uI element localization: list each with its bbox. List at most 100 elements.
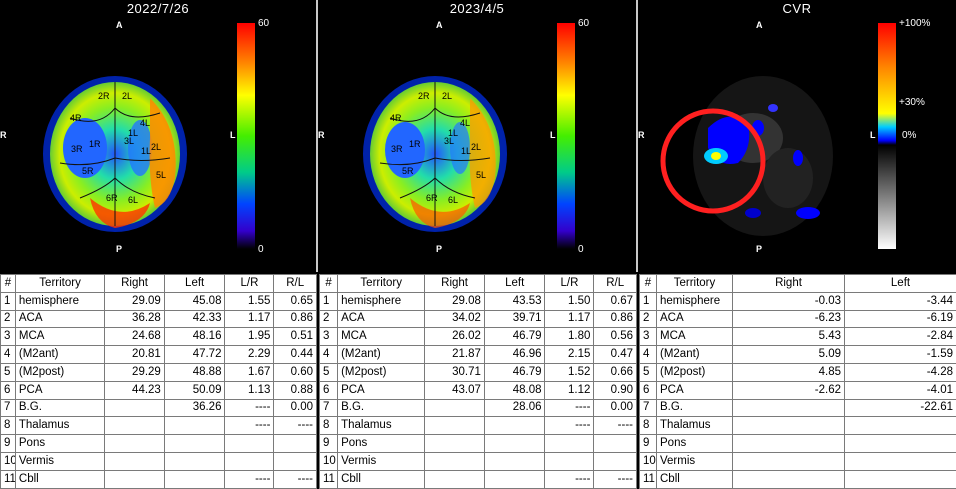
row-index: 4 <box>1 346 16 364</box>
value-cell: 48.16 <box>164 328 225 346</box>
territory-cell: (M2ant) <box>15 346 104 364</box>
territory-cell: B.G. <box>15 399 104 417</box>
orient-right: R <box>638 130 645 140</box>
value-cell <box>105 435 165 453</box>
value-cell: ---- <box>225 470 274 488</box>
value-cell: 0.00 <box>274 399 317 417</box>
column-header[interactable]: L/R <box>545 275 594 293</box>
column-header[interactable]: R/L <box>274 275 317 293</box>
value-cell: ---- <box>545 399 594 417</box>
column-header[interactable]: # <box>320 275 338 293</box>
colorbar-min-label: 0 <box>578 244 584 255</box>
colorbar-min-label: 0 <box>258 244 264 255</box>
row-index: 6 <box>320 381 338 399</box>
value-cell: ---- <box>594 417 637 435</box>
territory-cell: MCA <box>657 328 733 346</box>
value-cell: 1.13 <box>225 381 274 399</box>
column-header[interactable]: Territory <box>657 275 733 293</box>
value-cell <box>733 417 845 435</box>
row-index: 7 <box>640 399 657 417</box>
value-cell: ---- <box>225 399 274 417</box>
row-index: 3 <box>320 328 338 346</box>
column-header[interactable]: Left <box>484 275 545 293</box>
row-index: 2 <box>640 310 657 328</box>
value-cell: -0.03 <box>733 292 845 310</box>
region-label: 4L <box>140 118 150 128</box>
row-index: 6 <box>640 381 657 399</box>
region-label: 1R <box>89 139 101 149</box>
value-cell <box>545 452 594 470</box>
region-label: 3R <box>391 144 403 154</box>
value-cell: 2.29 <box>225 346 274 364</box>
value-cell: ---- <box>545 417 594 435</box>
region-label: 2L <box>471 142 481 152</box>
orient-right: R <box>0 130 7 140</box>
orient-posterior: P <box>436 244 442 254</box>
region-label: 2L <box>442 91 452 101</box>
value-cell: 48.08 <box>484 381 545 399</box>
territory-cell: ACA <box>657 310 733 328</box>
value-cell: 29.29 <box>105 363 165 381</box>
territory-cell: PCA <box>15 381 104 399</box>
value-cell <box>484 452 545 470</box>
row-index: 11 <box>1 470 16 488</box>
row-index: 1 <box>320 292 338 310</box>
value-cell: 1.80 <box>545 328 594 346</box>
value-cell: 46.79 <box>484 363 545 381</box>
value-cell: ---- <box>274 470 317 488</box>
row-index: 2 <box>320 310 338 328</box>
value-cell <box>594 435 637 453</box>
territory-cell: Vermis <box>657 452 733 470</box>
panel-title: 2022/7/26 <box>0 1 316 16</box>
territory-cell: Thalamus <box>657 417 733 435</box>
value-cell: 30.71 <box>425 363 485 381</box>
orient-posterior: P <box>756 244 762 254</box>
row-index: 9 <box>1 435 16 453</box>
row-index: 5 <box>1 363 16 381</box>
territory-cell: Vermis <box>15 452 104 470</box>
orient-anterior: A <box>756 20 763 30</box>
territory-cell: (M2post) <box>338 363 425 381</box>
value-cell: 1.17 <box>545 310 594 328</box>
column-header[interactable]: Right <box>105 275 165 293</box>
territory-cell: Pons <box>338 435 425 453</box>
region-label: 1L <box>461 146 471 156</box>
value-cell <box>484 435 545 453</box>
value-cell: 28.06 <box>484 399 545 417</box>
value-cell: -3.44 <box>845 292 956 310</box>
value-cell <box>105 470 165 488</box>
column-header[interactable]: L/R <box>225 275 274 293</box>
value-cell: 43.07 <box>425 381 485 399</box>
territory-cell: Cbll <box>15 470 104 488</box>
value-cell: 0.65 <box>274 292 317 310</box>
column-header[interactable]: Territory <box>338 275 425 293</box>
column-header[interactable]: Left <box>845 275 956 293</box>
row-index: 1 <box>640 292 657 310</box>
column-header[interactable]: Right <box>425 275 485 293</box>
column-header[interactable]: # <box>1 275 16 293</box>
column-header[interactable]: Right <box>733 275 845 293</box>
value-cell: 29.09 <box>105 292 165 310</box>
row-index: 6 <box>1 381 16 399</box>
territory-cell: ACA <box>338 310 425 328</box>
column-header[interactable]: Territory <box>15 275 104 293</box>
column-header[interactable]: R/L <box>594 275 637 293</box>
column-header[interactable]: Left <box>164 275 225 293</box>
territory-cell: Pons <box>657 435 733 453</box>
territory-cell: Cbll <box>657 470 733 488</box>
brain-perfusion-map <box>350 68 520 240</box>
column-header[interactable]: # <box>640 275 657 293</box>
value-cell <box>105 399 165 417</box>
value-cell <box>594 452 637 470</box>
region-label: 4R <box>70 113 82 123</box>
